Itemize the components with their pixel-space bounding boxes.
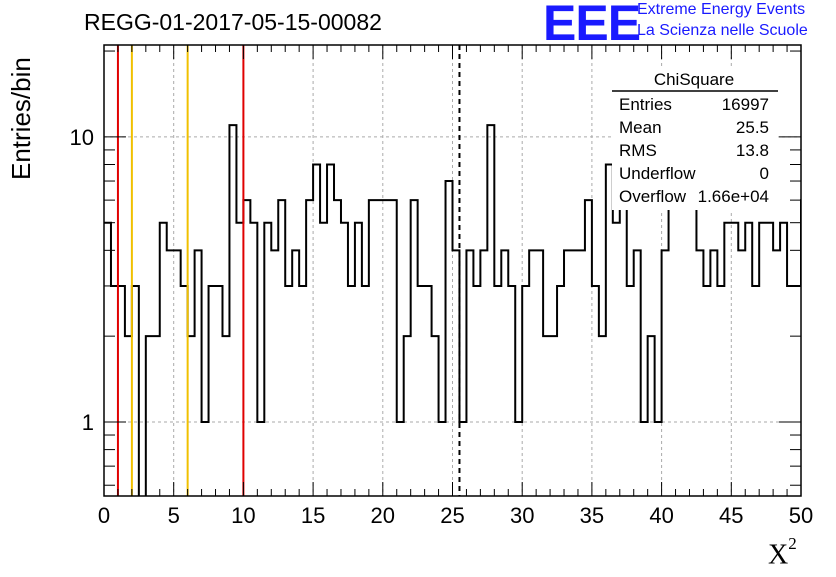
x-tick-label: 40 xyxy=(649,503,673,528)
stats-row-value: 1.66e+04 xyxy=(698,187,769,206)
x-axis-ticks: 0 5 10 15 20 25 30 35 40 45 50 xyxy=(98,45,813,528)
stats-box-title: ChiSquare xyxy=(654,70,734,89)
chart-title: REGG-01-2017-05-15-00082 xyxy=(84,9,382,35)
x-tick-label: 45 xyxy=(719,503,743,528)
stats-row-label: Mean xyxy=(619,118,662,137)
grid-lines xyxy=(104,45,801,496)
x-tick-label: 50 xyxy=(789,503,813,528)
y-tick-label: 10 xyxy=(70,125,94,150)
x-axis-label-base: X xyxy=(768,539,789,571)
x-tick-label: 10 xyxy=(231,503,255,528)
x-tick-label: 35 xyxy=(580,503,604,528)
x-tick-label: 20 xyxy=(371,503,395,528)
stats-box: ChiSquare Entries 16997 Mean 25.5 RMS 13.8 Unde… xyxy=(612,67,778,210)
stats-row-value: 0 xyxy=(760,164,769,183)
stats-row-label: Entries xyxy=(619,95,672,114)
y-axis-label: Entries/bin xyxy=(6,57,36,180)
stats-row-label: Underflow xyxy=(619,164,696,183)
stats-row-value: 25.5 xyxy=(736,118,769,137)
x-axis-label: X2 xyxy=(768,534,797,571)
eee-logo: EEE xyxy=(543,0,641,51)
logo-line-1: Extreme Energy Events xyxy=(637,1,806,18)
x-tick-label: 15 xyxy=(301,503,325,528)
stats-row-label: Overflow xyxy=(619,187,687,206)
logo-line-2: La Scienza nelle Scuole xyxy=(637,22,808,39)
stats-row-label: RMS xyxy=(619,141,657,160)
x-tick-label: 5 xyxy=(168,503,180,528)
y-axis-ticks: 1 10 xyxy=(70,50,801,486)
x-tick-label: 0 xyxy=(98,503,110,528)
stats-row-value: 16997 xyxy=(722,95,769,114)
x-axis-label-superscript: 2 xyxy=(788,534,797,553)
histogram-line xyxy=(104,124,801,496)
x-tick-label: 30 xyxy=(510,503,534,528)
x-tick-label: 25 xyxy=(440,503,464,528)
stats-row-value: 13.8 xyxy=(736,141,769,160)
y-tick-label: 1 xyxy=(82,410,94,435)
